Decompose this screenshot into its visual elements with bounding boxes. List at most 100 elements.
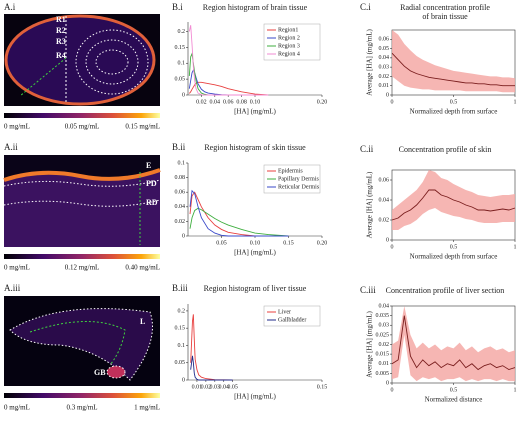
x-axis-label: Normalized depth from surface [410, 108, 498, 116]
layer-label: RD [146, 198, 158, 207]
legend-label: Region 4 [278, 51, 300, 57]
colorbar-label: 0 mg/mL [4, 404, 30, 412]
legend-label: Region1 [278, 27, 298, 33]
epidermis [3, 168, 161, 182]
region-label: R4 [56, 51, 66, 60]
x-tick-label: 0.02 [201, 384, 212, 390]
y-tick-label: 0 [182, 377, 185, 383]
x-tick-label: 0.02 [196, 99, 207, 105]
error-band [392, 306, 515, 382]
chart-title: Concentration profile of liver section [386, 286, 505, 295]
y-tick-label: 0.025 [376, 332, 390, 338]
x-tick-label: 0.05 [216, 240, 227, 246]
x-tick-label: 0.01 [192, 384, 203, 390]
x-tick-label: 0.20 [317, 240, 328, 246]
y-tick-label: 0.06 [379, 177, 390, 183]
y-tick-label: 0.15 [175, 45, 186, 51]
colorbar-label: 1 mg/mL [134, 404, 160, 412]
colorbar-label: 0.12 mg/mL [65, 264, 100, 272]
y-tick-label: 0.06 [379, 37, 390, 43]
y-tick-label: 0.1 [178, 343, 186, 349]
chart: B.i Region histogram of brain tissue 0 0.05… [172, 2, 327, 116]
x-tick-label: 0.5 [450, 387, 458, 393]
colorbar-label: 0.40 mg/mL [125, 264, 160, 272]
colorbar [4, 113, 160, 118]
panel-a-i: A.i R1 R2 R3 R4 0 mg/mL 0.05 mg/mL 0.15 … [4, 2, 160, 131]
y-tick-label: 0.01 [379, 361, 390, 367]
y-tick-label: 0.02 [379, 342, 390, 348]
y-tick-label: 0 [386, 237, 389, 243]
series-line [189, 207, 289, 237]
organ-label: L [140, 317, 145, 326]
mean-line [391, 315, 516, 371]
x-axis-label: Normalized distance [425, 396, 483, 404]
layer-label: PD [146, 179, 157, 188]
y-axis-label: Average [HA] (mg/mL) [366, 171, 374, 238]
chart-title: of brain tissue [422, 12, 468, 21]
x-tick-label: 0.15 [283, 240, 294, 246]
layer-label: E [146, 161, 151, 170]
series-line [189, 191, 289, 237]
layer-outline [3, 199, 161, 207]
y-tick-label: 0.1 [178, 160, 186, 166]
x-tick-label: 0.06 [223, 99, 234, 105]
x-tick-label: 0 [391, 99, 394, 105]
y-tick-label: 0.05 [175, 77, 186, 83]
region-label: R2 [56, 26, 66, 35]
y-tick-label: 0.08 [175, 175, 186, 181]
panel-label: C.iii [360, 285, 376, 295]
y-tick-label: 0.05 [175, 360, 186, 366]
series-line [189, 189, 289, 237]
colorbar-label: 0.3 mg/mL [66, 404, 97, 412]
x-tick-label: 0.10 [250, 99, 261, 105]
series-line [190, 355, 233, 381]
colorbar [4, 254, 160, 259]
panel-label: B.iii [172, 283, 188, 293]
series-line [190, 314, 233, 381]
x-tick-label: 1 [514, 244, 517, 250]
colorbar-label: 0 mg/mL [4, 264, 30, 272]
series-line [188, 81, 269, 96]
y-tick-label: 0.03 [379, 65, 390, 71]
colorbar [4, 393, 160, 398]
chart: B.iii Region histogram of liver tissue 0 0.… [172, 283, 327, 401]
x-tick-label: 0.20 [317, 99, 328, 105]
panel-label: B.i [172, 2, 183, 12]
legend-label: Region 2 [278, 35, 300, 41]
region-outline [95, 49, 129, 75]
y-tick-label: 0.015 [376, 352, 390, 358]
y-tick-label: 0 [182, 233, 185, 239]
y-tick-label: 0.1 [178, 61, 186, 67]
y-tick-label: 0.15 [175, 326, 186, 332]
region-outline [75, 29, 149, 95]
x-tick-label: 0.15 [317, 384, 328, 390]
x-axis-label: [HA] (mg/mL) [234, 249, 276, 257]
region-outline [85, 39, 139, 85]
y-tick-label: 0 [182, 92, 185, 98]
panel-a-ii: A.ii E PD RD 0 mg/mL 0.12 mg/mL 0.40 mg/… [3, 142, 161, 272]
legend-label: Liver [278, 309, 291, 315]
error-band [392, 30, 515, 93]
y-tick-label: 0.005 [376, 371, 390, 377]
layer-outline [3, 179, 161, 187]
y-axis-label: Average [HA] (mg/mL) [366, 310, 374, 377]
x-tick-label: 0.04 [218, 384, 229, 390]
organ-label: GB [94, 368, 106, 377]
legend-label: Reticular Dermis [278, 184, 320, 190]
y-tick-label: 0.01 [379, 83, 390, 89]
x-tick-label: 0.03 [210, 384, 221, 390]
panel-label: C.ii [360, 144, 374, 154]
x-tick-label: 0.5 [450, 244, 458, 250]
panel-label: B.ii [172, 142, 186, 152]
y-tick-label: 0.02 [175, 219, 186, 225]
legend-label: Papillary Dermis [278, 176, 319, 182]
mean-line [391, 52, 515, 87]
region-label: R3 [56, 37, 66, 46]
x-tick-label: 0.5 [450, 99, 458, 105]
y-tick-label: 0.04 [379, 55, 390, 61]
x-tick-label: 0 [391, 244, 394, 250]
x-axis-label: [HA] (mg/mL) [234, 108, 276, 116]
profile-line [29, 320, 126, 366]
region-label: R1 [56, 15, 66, 24]
